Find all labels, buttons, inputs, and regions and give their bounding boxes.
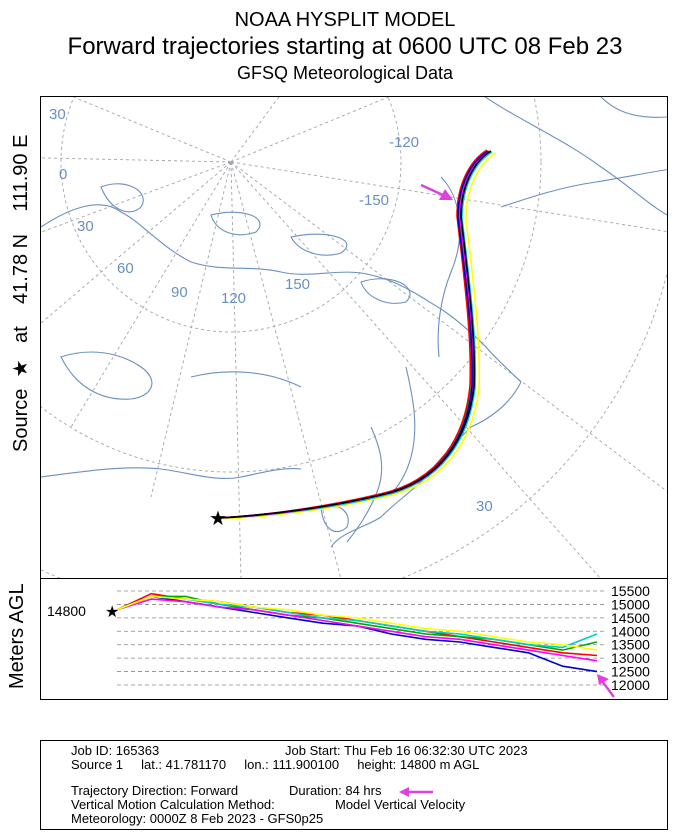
meteorology: Meteorology: 0000Z 8 Feb 2023 - GFS0p25 [71,811,324,826]
duration: Duration: 84 hrs [289,783,382,798]
source-location-label: Source ★ at 41.78 N 111.90 E [8,135,33,452]
trajectory-map: 30 0 30 60 90 120 150 -150 -120 30 [41,97,667,579]
altitude-tick-label: 13000 [611,650,650,666]
trajectory-bundle [218,149,497,520]
graticule-label: 30 [476,498,493,515]
trajectory-line [218,150,490,519]
source-lat: 41.78 N [10,233,32,304]
altitude-axis-label: Meters AGL [6,583,28,689]
trajectory-line [218,149,488,519]
graticule-label: 30 [77,218,94,235]
altitude-series [116,592,598,673]
altitude-arrow-icon [597,674,615,698]
trajectory-direction: Trajectory Direction: Forward [71,783,239,798]
vertical-method-value: Model Vertical Velocity [335,797,466,812]
graticule-labels: 30 0 30 60 90 120 150 -150 -120 30 [49,106,493,515]
graticule-label: 150 [285,276,310,293]
altitude-gridlines [117,590,605,686]
graticule-label: 60 [117,260,134,277]
graticule-label: -150 [359,192,389,209]
job-id: Job ID: 165363 [71,743,160,758]
altitude-chart: 1550015000145001400013500130001250012000… [47,583,650,698]
graticule-label: 120 [221,290,246,307]
altitude-tick-label: 12500 [611,664,650,680]
source-word: Source [10,388,32,452]
source-star-icon: ★ [209,508,227,530]
trajectory-line [218,152,497,520]
altitude-tick-label: 14000 [611,623,650,639]
altitude-tick-label: 13500 [611,637,650,653]
altitude-tick-label: 14500 [611,610,650,626]
chart-subtitle: Forward trajectories starting at 0600 UT… [67,33,623,60]
altitude-tick-label: 15000 [611,596,650,612]
duration-arrow-icon [399,787,433,797]
vertical-method-label: Vertical Motion Calculation Method: [71,797,275,812]
graticule-label: 0 [59,166,67,183]
model-title: NOAA HYSPLIT MODEL [234,9,456,31]
trajectory-map-panel: 30 0 30 60 90 120 150 -150 -120 30 [40,96,668,580]
altitude-tick-label: 12000 [611,677,650,693]
graticule-label: 30 [49,106,66,123]
altitude-tick-label: 15500 [611,583,650,599]
annotation-arrow-icon [420,183,453,200]
trajectory-line [218,151,493,519]
altitude-panel: 15500 15000 14500 14000 13500 13000 12500 12000… [40,578,668,700]
meridian-lines [41,97,667,579]
start-star-icon: ★ [105,604,119,621]
source-star-icon: ★ [10,348,32,384]
trajectory-line [218,150,492,519]
trajectory-line [218,150,491,519]
altitude-series-line [116,595,598,673]
at-word: at [10,326,32,343]
start-height-label: 14800 [47,603,86,619]
source-lon: 111.90 E [10,134,32,212]
altitude-series-line [116,595,598,649]
job-start: Job Start: Thu Feb 16 06:32:30 UTC 2023 [285,743,528,758]
source-details: Source 1 lat.: 41.781170 lon.: 111.90010… [71,757,480,772]
data-source-title: GFSQ Meteorological Data [236,63,454,83]
graticule-label: 90 [171,284,188,301]
altitude-series-line [116,595,598,651]
job-info-panel: Job ID: 165363 Job Start: Thu Feb 16 06:… [40,740,668,830]
graticule-label: -120 [389,134,419,151]
altitude-series-line [116,598,598,662]
latitude-circles [41,97,667,579]
